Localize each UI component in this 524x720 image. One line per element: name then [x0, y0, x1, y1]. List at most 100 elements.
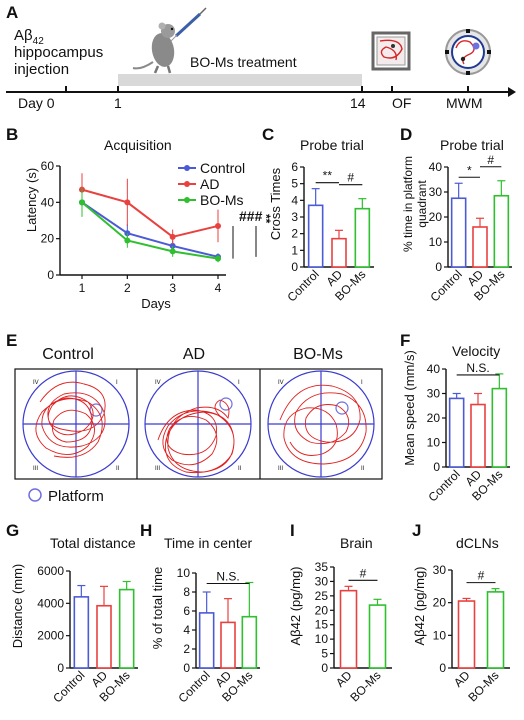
significance-label: * [467, 163, 472, 177]
y-tick-label: 6 [183, 604, 190, 618]
group-label-ad: AD [183, 346, 205, 363]
chart-probe-quadrant: D Probe trial % time in platform quadran… [400, 125, 512, 304]
bar [96, 604, 112, 669]
quadrant-iv-label: IV [155, 380, 161, 386]
x-tick-label: Control [428, 267, 465, 304]
y-tick-label: 2 [291, 227, 298, 241]
series-line [81, 201, 219, 258]
quadrant-i-label: I [116, 380, 118, 386]
timeline-arrowhead [508, 87, 516, 97]
y-tick-label: 0 [291, 260, 298, 274]
chart-title: Brain [340, 535, 373, 551]
y-tick-label: 40 [41, 195, 55, 209]
panel-label-e: E [6, 331, 17, 350]
tick-day14: 14 [350, 95, 366, 111]
y-tick-label: 6000 [37, 564, 64, 578]
quadrant-iii-label: III [33, 466, 38, 472]
y-tick-label: 40 [429, 160, 443, 174]
swim-path [157, 399, 235, 474]
y-tick-label: 4 [183, 623, 190, 637]
mouse-syringe-icon [132, 7, 207, 74]
open-field-icon [371, 31, 411, 71]
panel-label-b: B [6, 125, 18, 144]
y-axis-label-line1: % time in platform [401, 156, 415, 252]
legend-marker [184, 181, 190, 187]
panel-label-j: J [412, 521, 421, 540]
y-tick-label: 30 [427, 387, 441, 401]
y-tick-label: 10 [427, 436, 441, 450]
quadrant-iv-label: IV [278, 380, 284, 386]
panel-label-f: F [400, 331, 410, 350]
legend-marker [184, 165, 190, 171]
bar [457, 600, 476, 669]
y-axis-label: Latency (s) [24, 168, 39, 232]
quadrant-iv-label: IV [33, 380, 39, 386]
series-line [81, 201, 219, 260]
x-tick-label: BO-Ms [465, 668, 501, 704]
data-point [215, 255, 221, 262]
platform-legend-icon [28, 488, 42, 502]
quadrant-ii-label: II [361, 466, 365, 472]
y-tick-label: 3 [291, 210, 298, 224]
x-tick-label: Control [426, 467, 463, 504]
y-axis-label: Distance (mm) [10, 564, 25, 649]
bar [307, 204, 324, 268]
y-tick-label: 0 [433, 460, 440, 474]
y-tick-label: 40 [427, 362, 441, 376]
panel-label-c: C [262, 125, 274, 144]
legend-label: AD [200, 176, 219, 192]
panel-label-h: H [140, 521, 152, 540]
platform-marker [219, 397, 233, 411]
y-tick-label: 30 [429, 185, 443, 199]
injection-label-line3: injection [14, 61, 69, 78]
y-tick-label: 35 [315, 560, 329, 574]
quadrant-iii-label: III [278, 466, 283, 472]
bar [493, 194, 510, 268]
y-tick-label: 5 [321, 647, 328, 661]
legend-label: Control [200, 160, 245, 176]
quadrant-ii-label: II [238, 466, 242, 472]
y-tick-label: 5 [291, 177, 298, 191]
group-label-control: Control [42, 346, 94, 363]
significance-label: ** [323, 169, 333, 183]
x-tick-label: Control [176, 668, 213, 705]
pool-control: IV I III II [22, 370, 130, 478]
chart-time-in-center: H Time in center % of total time 0 2 4 6 8 10… [140, 521, 260, 705]
treatment-bar [118, 74, 362, 86]
significance-label: # [487, 153, 494, 167]
y-tick-label: 2 [183, 642, 190, 656]
platform-marker [335, 401, 349, 415]
y-tick-label: 4 [291, 193, 298, 207]
y-tick-label: 0 [439, 661, 446, 675]
chart-title: Total distance [50, 535, 136, 551]
x-tick-label: AD [333, 668, 355, 690]
treatment-label: BO-Ms treatment [190, 54, 297, 70]
panel-label-a: A [6, 3, 18, 22]
injection-label-line1: Aβ42 [14, 27, 44, 47]
y-tick-label: 0 [47, 268, 54, 282]
y-tick-label: 15 [315, 618, 329, 632]
y-tick-label: 10 [433, 628, 447, 642]
y-tick-label: 0 [321, 661, 328, 675]
series-line [81, 188, 219, 238]
x-tick-label: Control [285, 267, 322, 304]
y-tick-label: 25 [315, 589, 329, 603]
x-tick-label: 2 [124, 281, 131, 295]
injection-label-line2: hippocampus [14, 44, 103, 61]
bar [331, 237, 347, 268]
y-tick-label: 20 [429, 210, 443, 224]
tick-day0: Day 0 [18, 95, 55, 111]
y-tick-label: 8 [183, 585, 190, 599]
chart-title: Velocity [452, 343, 500, 359]
panel-a-timeline: A Aβ42 hippocampus injection BO-Ms treat… [6, 3, 516, 111]
tick-of: OF [392, 95, 411, 111]
data-point [124, 199, 131, 206]
tick-mwm: MWM [446, 95, 483, 111]
legend-label: BO-Ms [200, 192, 244, 208]
y-tick-label: 10 [429, 235, 443, 249]
significance-label: # [360, 566, 367, 580]
panel-label-i: I [290, 521, 295, 540]
